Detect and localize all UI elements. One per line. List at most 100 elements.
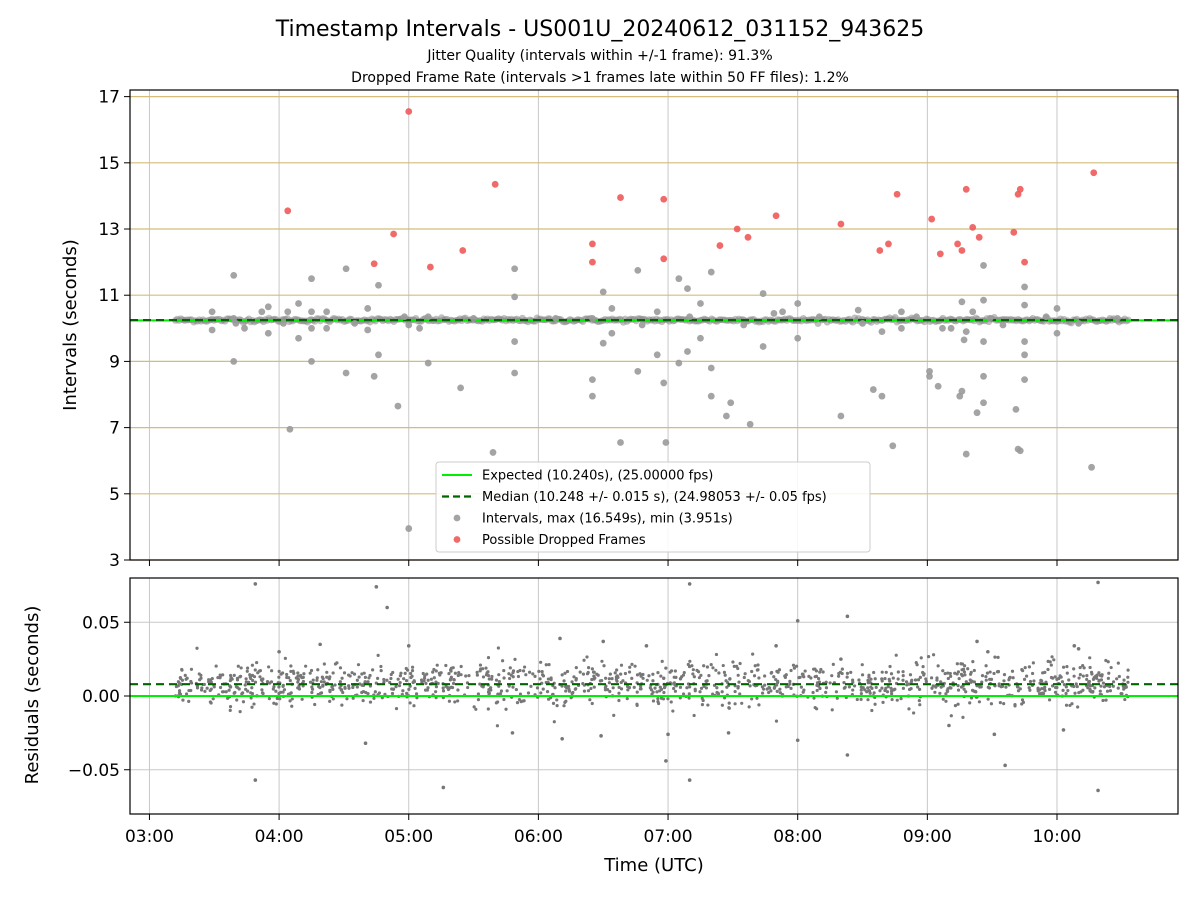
interval-point <box>342 265 350 273</box>
residual-point <box>426 678 430 682</box>
residual-point <box>565 684 569 688</box>
residual-point <box>769 689 773 693</box>
residual-point <box>203 689 207 693</box>
residual-point <box>238 675 242 679</box>
residual-point <box>1040 679 1044 683</box>
interval-point <box>794 334 802 342</box>
residual-point <box>727 706 731 710</box>
residual-point <box>943 671 947 676</box>
residual-point <box>1096 580 1100 585</box>
residual-point <box>250 663 254 667</box>
residual-point <box>962 687 966 691</box>
chart-legend: Expected (10.240s), (25.00000 fps) Median… <box>435 461 871 553</box>
residual-point <box>687 664 692 669</box>
residual-point <box>859 688 863 692</box>
residual-point <box>274 702 278 706</box>
residual-point <box>916 678 921 682</box>
residual-point <box>918 675 922 679</box>
residual-point <box>586 666 591 670</box>
y-tick-label: −0.05 <box>68 761 120 781</box>
residual-point <box>1064 685 1068 689</box>
residual-point <box>560 673 564 677</box>
residual-point <box>270 669 274 673</box>
residual-point <box>735 664 739 668</box>
residual-point <box>835 696 839 700</box>
residual-point <box>494 678 499 682</box>
residual-point <box>1036 689 1040 693</box>
residual-point <box>318 685 322 690</box>
residual-point <box>590 667 594 671</box>
residual-point <box>277 691 281 696</box>
residual-point <box>214 664 218 668</box>
residual-point <box>725 685 729 689</box>
residual-point <box>750 697 754 701</box>
residual-point <box>651 699 656 703</box>
residual-point <box>866 698 870 702</box>
residual-point <box>374 585 379 589</box>
residual-point <box>760 691 765 695</box>
residual-point <box>714 652 719 657</box>
residual-point <box>941 697 945 701</box>
residual-point <box>248 675 252 679</box>
residual-point <box>181 698 185 702</box>
residual-point <box>429 677 433 681</box>
legend-label: Median (10.248 +/- 0.015 s), (24.98053 +… <box>482 490 827 505</box>
residual-point <box>663 685 667 689</box>
residual-point <box>459 664 463 669</box>
residual-point <box>1107 671 1111 675</box>
interval-point <box>653 308 661 316</box>
interval-point <box>653 351 661 359</box>
residual-point <box>321 683 325 687</box>
residual-point <box>504 707 508 711</box>
interval-point <box>962 450 970 458</box>
interval-point <box>308 275 315 283</box>
interval-point <box>511 369 519 377</box>
residual-point <box>980 673 985 678</box>
residual-point <box>308 671 312 675</box>
residual-point <box>961 715 965 719</box>
residual-point <box>872 691 876 695</box>
residual-point <box>408 684 412 688</box>
residual-point <box>360 672 364 676</box>
residual-point <box>315 678 319 682</box>
residual-point <box>697 676 701 680</box>
interval-point <box>1042 313 1050 321</box>
residual-point <box>1002 679 1006 683</box>
residual-point <box>234 685 238 689</box>
residual-point <box>985 671 990 675</box>
residual-point <box>586 689 591 693</box>
residual-point <box>1021 669 1025 673</box>
residual-point <box>498 692 503 696</box>
residual-point <box>246 689 250 693</box>
interval-point <box>707 392 715 400</box>
residual-point <box>693 689 697 693</box>
residual-point <box>1049 675 1054 680</box>
residual-point <box>253 668 257 672</box>
residual-point <box>971 659 975 664</box>
residual-point <box>1076 705 1080 709</box>
residual-point <box>300 697 304 701</box>
residual-point <box>253 582 258 586</box>
residual-point <box>639 687 643 691</box>
residual-point <box>1020 702 1024 706</box>
dropped-frame-point <box>975 233 983 241</box>
residual-point <box>590 677 594 682</box>
residual-point <box>537 669 541 673</box>
residual-point <box>581 682 585 686</box>
residual-point <box>837 674 841 678</box>
residual-point <box>448 686 452 690</box>
residual-point <box>619 663 624 667</box>
interval-point <box>986 314 994 322</box>
residual-point <box>1031 661 1035 665</box>
residual-point <box>630 676 634 680</box>
residual-point <box>252 702 256 706</box>
residual-point <box>368 673 372 678</box>
residual-point <box>224 690 228 694</box>
dropped-frame-point <box>1090 169 1098 177</box>
interval-point <box>284 308 292 316</box>
interval-point <box>1012 406 1020 413</box>
residual-point <box>792 666 796 670</box>
interval-point <box>295 300 302 307</box>
dropped-frame-point <box>617 194 624 201</box>
residual-point <box>989 677 994 682</box>
